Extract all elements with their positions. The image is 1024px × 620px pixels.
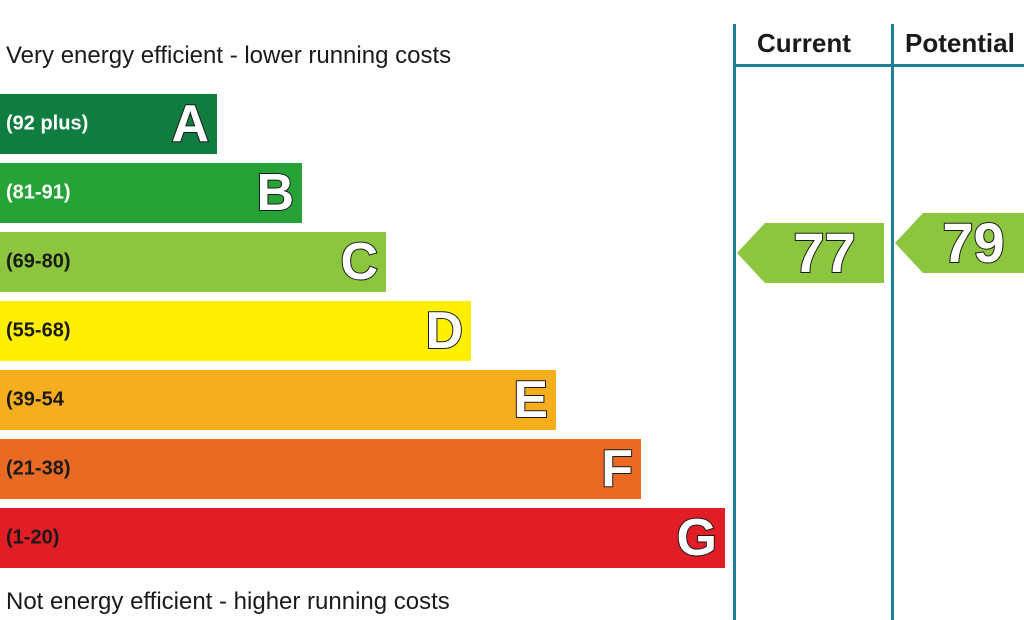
band-range-label: (92 plus): [6, 112, 89, 135]
band-range-label: (21-38): [6, 457, 71, 480]
band-b: (81-91) B: [0, 163, 302, 223]
caption-top: Very energy efficient - lower running co…: [6, 42, 452, 69]
band-e: (39-54 E: [0, 370, 556, 430]
band-letter: D: [424, 302, 464, 360]
band-range-label: (69-80): [6, 250, 71, 273]
header-underline: [733, 64, 1024, 67]
band-letter: G: [676, 509, 718, 567]
caption-bottom: Not energy efficient - higher running co…: [6, 588, 450, 615]
divider-middle: [891, 24, 894, 620]
band-range-label: (1-20): [6, 526, 60, 549]
band-a: (92 plus) A: [0, 94, 217, 154]
potential-rating-value: 79: [941, 211, 1005, 274]
column-header-potential: Potential: [905, 28, 1015, 58]
band-letter: C: [339, 233, 379, 291]
current-rating-arrow: 77: [737, 223, 884, 283]
band-letter: B: [255, 164, 295, 222]
band-g: (1-20) G: [0, 508, 725, 568]
band-c: (69-80) C: [0, 232, 386, 292]
band-range-label: (39-54: [6, 388, 64, 411]
column-header-current: Current: [757, 28, 851, 58]
band-letter: F: [600, 440, 634, 498]
band-letter: E: [512, 371, 549, 429]
band-f: (21-38) F: [0, 439, 641, 499]
current-rating-value: 77: [792, 221, 856, 284]
band-letter: A: [170, 95, 210, 153]
band-d: (55-68) D: [0, 301, 471, 361]
band-range-label: (81-91): [6, 181, 71, 204]
divider-left: [733, 24, 736, 620]
potential-rating-arrow: 79: [895, 213, 1024, 273]
band-range-label: (55-68): [6, 319, 71, 342]
